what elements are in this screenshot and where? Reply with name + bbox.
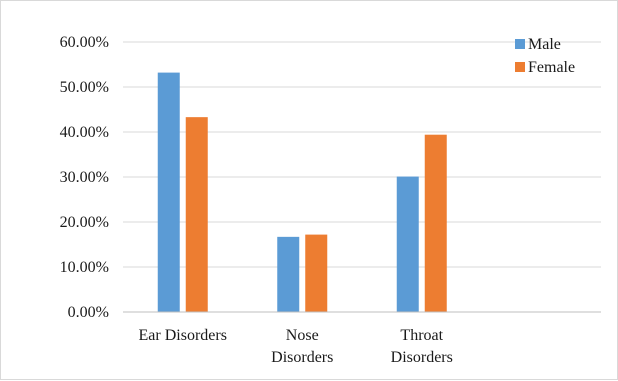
legend-label-female: Female xyxy=(528,59,575,76)
bar-male-2 xyxy=(396,176,419,312)
x-tick-label: Disorders xyxy=(271,349,333,366)
legend-swatch-female xyxy=(515,62,525,72)
x-tick-label: Throat xyxy=(400,327,443,344)
x-tick-label: Nose xyxy=(286,327,319,344)
y-tick-label: 40.00% xyxy=(60,124,109,141)
y-axis-tick-labels: 0.00% 10.00% 20.00% 30.00% 40.00% 50.00% 60.00… xyxy=(60,34,109,321)
bar-series xyxy=(157,72,447,313)
x-tick-label: Disorders xyxy=(391,349,453,366)
bar-male-0 xyxy=(157,72,180,312)
y-tick-label: 60.00% xyxy=(60,34,109,51)
y-tick-label: 0.00% xyxy=(68,304,109,321)
bar-female-1 xyxy=(305,234,328,312)
bar-male-1 xyxy=(277,236,300,312)
bar-female-0 xyxy=(185,117,208,313)
y-tick-label: 20.00% xyxy=(60,214,109,231)
x-tick-label: Ear Disorders xyxy=(139,327,227,344)
legend-swatch-male xyxy=(515,39,525,49)
y-tick-label: 50.00% xyxy=(60,79,109,96)
legend: Male Female xyxy=(515,36,575,76)
legend-label-male: Male xyxy=(528,36,561,53)
x-axis: Ear Disorders Nose Disorders Throat Disorder… xyxy=(123,311,601,366)
y-tick-label: 10.00% xyxy=(60,259,109,276)
y-tick-label: 30.00% xyxy=(60,169,109,186)
bar-female-2 xyxy=(424,134,447,312)
